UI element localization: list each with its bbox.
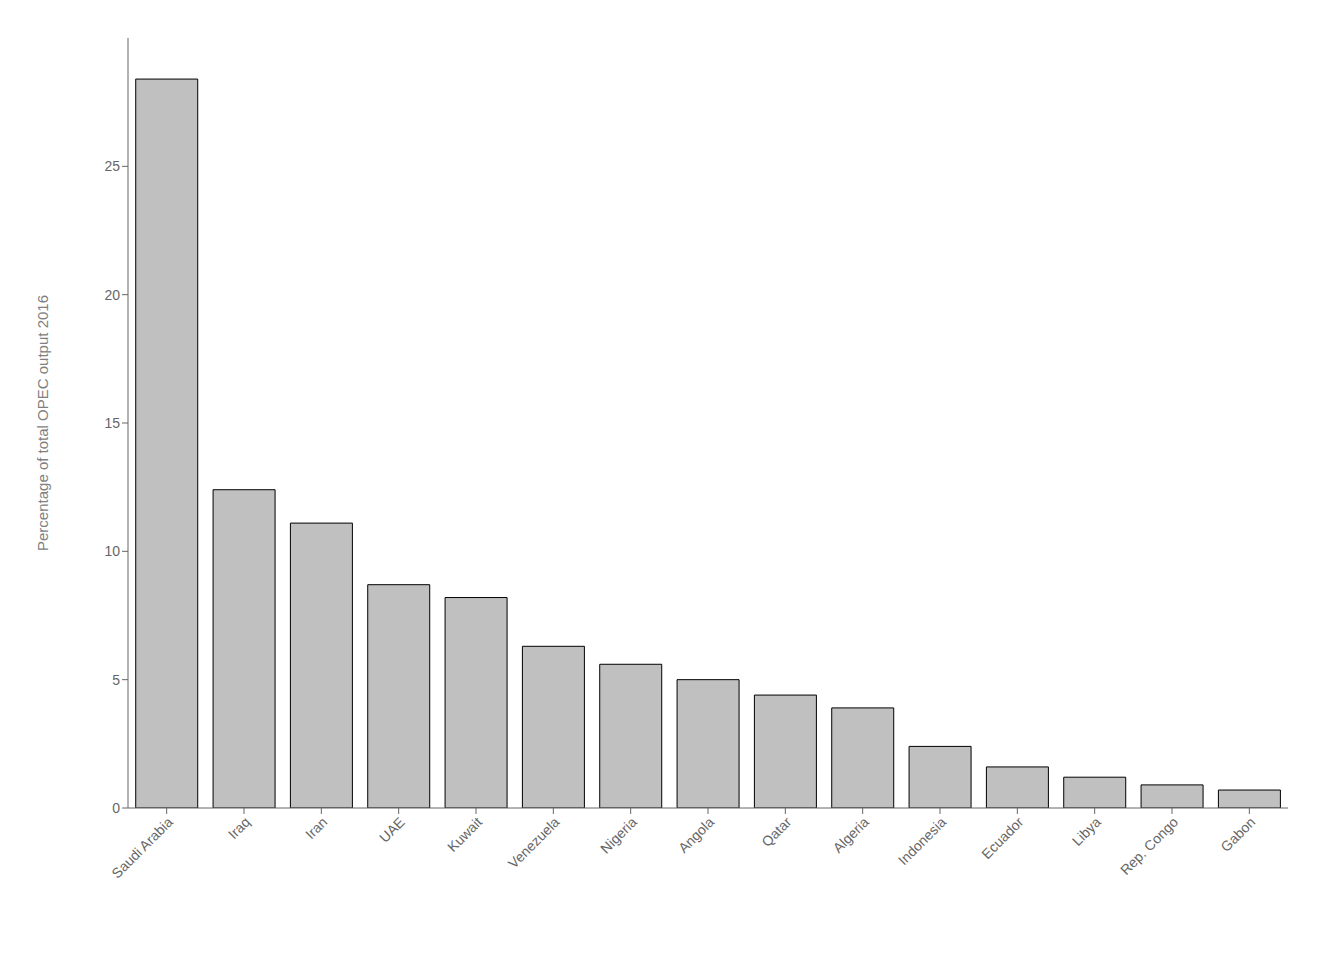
svg-text:15: 15 [104,415,120,431]
svg-text:Libya: Libya [1069,814,1104,849]
svg-text:Indonesia: Indonesia [895,814,949,868]
svg-text:Algeria: Algeria [830,814,872,856]
svg-text:Iraq: Iraq [225,814,253,842]
svg-text:UAE: UAE [376,814,408,846]
svg-text:Rep. Congo: Rep. Congo [1117,814,1181,878]
svg-text:Iran: Iran [302,814,330,842]
svg-text:20: 20 [104,287,120,303]
svg-text:25: 25 [104,158,120,174]
svg-text:Nigeria: Nigeria [597,814,640,857]
svg-text:Saudi Arabia: Saudi Arabia [108,814,176,882]
svg-text:Angola: Angola [675,814,717,856]
svg-text:0: 0 [112,800,120,816]
svg-text:Percentage of total OPEC outpu: Percentage of total OPEC output 2016 [34,295,51,551]
svg-text:Kuwait: Kuwait [444,814,485,855]
svg-text:5: 5 [112,672,120,688]
svg-text:10: 10 [104,543,120,559]
svg-text:Ecuador: Ecuador [978,814,1026,862]
svg-text:Gabon: Gabon [1217,814,1258,855]
svg-text:Qatar: Qatar [758,814,794,850]
svg-text:Venezuela: Venezuela [505,814,563,872]
